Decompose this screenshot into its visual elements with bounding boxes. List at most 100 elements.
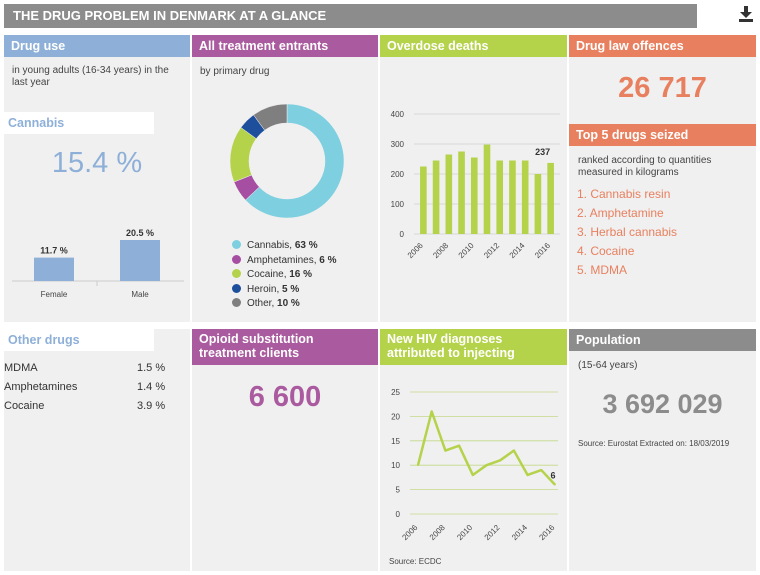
legend-dot <box>232 298 241 307</box>
x-tick-label: 2016 <box>533 241 552 260</box>
data-point <box>444 449 447 452</box>
legend-name: Amphetamines, <box>247 254 320 266</box>
data-point <box>430 410 433 413</box>
population-source: Source: Eurostat Extracted on: 18/03/201… <box>578 439 730 448</box>
bar <box>470 157 478 234</box>
legend-item: Cannabis, 63 % <box>232 240 382 255</box>
bar <box>458 151 465 234</box>
data-point <box>417 464 419 466</box>
treatment-legend: Cannabis, 63 % Amphetamines, 6 % Cocaine, … <box>232 240 382 313</box>
opioid-value: 6 600 <box>248 381 322 413</box>
bar <box>420 166 427 234</box>
legend-dot <box>232 283 241 293</box>
slice <box>245 103 345 219</box>
x-tick-label: 2010 <box>455 523 474 542</box>
legend-item: Heroin, 5 % <box>232 283 382 299</box>
x-tick-label: 2008 <box>431 241 450 260</box>
drug-name: Amphetamines <box>4 381 78 393</box>
legend-name: Heroin, <box>247 283 283 295</box>
population-subtitle: (15-64 years) <box>578 360 638 371</box>
y-tick-label: 25 <box>391 388 400 397</box>
population-panel <box>569 329 756 571</box>
y-tick-label: 400 <box>391 110 405 119</box>
data-label: 237 <box>535 147 550 157</box>
tick-label: Male <box>131 290 149 299</box>
top5-item: 1. Cannabis resin <box>577 187 671 201</box>
drug-name: Cocaine <box>4 400 45 412</box>
data-point <box>458 444 460 447</box>
data-label: 6 <box>550 471 555 481</box>
data-point <box>513 449 515 452</box>
hiv-panel <box>380 329 567 571</box>
treatment-donut-chart <box>229 103 345 219</box>
gender-bar-chart: 11.7 % Female 20.5 % Male <box>12 228 184 299</box>
drug-name: MDMA <box>4 362 38 374</box>
legend-item: Amphetamines, 6 % <box>232 254 382 270</box>
drug-use-header: Drug use <box>4 35 190 57</box>
treatment-panel <box>192 35 378 322</box>
drug-value: 1.5 % <box>137 362 166 374</box>
top5-item: 5. MDMA <box>577 263 628 277</box>
top5-item: 4. Cocaine <box>577 244 635 258</box>
bar <box>432 160 440 234</box>
legend-dot <box>232 269 241 278</box>
opioid-header: Opioid substitution treatment clients <box>192 329 378 365</box>
page-title: THE DRUG PROBLEM IN DENMARK AT A GLANCE <box>13 8 327 23</box>
bar <box>445 154 453 234</box>
legend-pct: 63 % <box>294 240 318 251</box>
top5-subtitle: ranked according to quantities measured … <box>578 155 712 178</box>
x-tick-label: 2012 <box>482 241 501 260</box>
title-bar: THE DRUG PROBLEM IN DENMARK AT A GLANCE <box>4 4 697 28</box>
cannabis-label-box: Cannabis <box>4 112 154 134</box>
data-point <box>485 464 488 466</box>
data-point <box>472 474 474 476</box>
legend-name: Cannabis, <box>247 240 295 251</box>
hiv-source: Source: ECDC <box>389 557 442 566</box>
y-tick-label: 200 <box>391 170 405 179</box>
bar <box>509 160 516 234</box>
y-tick-label: 100 <box>391 200 405 209</box>
data-point <box>540 469 543 471</box>
tick-label: Female <box>41 290 68 299</box>
bar <box>496 160 504 234</box>
bar <box>521 160 529 234</box>
other-drugs-row: MDMA 1.5 % <box>4 362 190 381</box>
y-tick-label: 20 <box>391 412 400 421</box>
legend-pct: 16 % <box>289 269 313 280</box>
top5-item: 3. Herbal cannabis <box>577 225 678 239</box>
legend-item: Other, 10 % <box>232 298 382 313</box>
x-tick-label: 2008 <box>428 523 447 542</box>
data-point <box>554 483 556 486</box>
data-point <box>526 474 529 476</box>
bar <box>547 162 554 234</box>
treatment-header: All treatment entrants <box>192 35 378 57</box>
legend-item: Cocaine, 16 % <box>232 269 382 284</box>
x-tick-label: 2006 <box>400 523 419 542</box>
download-icon[interactable] <box>738 5 754 23</box>
y-tick-label: 15 <box>391 437 400 446</box>
law-header: Drug law offences <box>569 35 756 57</box>
population-value: 3 692 029 <box>602 389 723 419</box>
bar <box>483 144 491 234</box>
cannabis-value: 15.4 % <box>51 147 143 179</box>
x-tick-label: 2010 <box>457 241 476 260</box>
hiv-line-chart: 0 5 10 15 20 25 2006 2008 2010 2012 2014 2016 6 <box>391 388 558 542</box>
series-line <box>416 410 556 486</box>
treatment-subtitle: by primary drug <box>200 66 270 77</box>
other-drugs-panel <box>4 329 190 571</box>
top5-list: 1. Cannabis resin 2. Amphetamine 3. Herb… <box>577 187 677 282</box>
other-drugs-row: Cocaine 3.9 % <box>4 400 190 419</box>
top5-item: 2. Amphetamine <box>577 206 664 220</box>
other-drugs-row: Amphetamines 1.4 % <box>4 381 190 400</box>
opioid-panel <box>192 329 378 571</box>
other-drugs-table: MDMA 1.5 % Amphetamines 1.4 % Cocaine 3.… <box>4 362 190 419</box>
drug-use-subtitle: in young adults (16-34 years) in the las… <box>12 65 169 88</box>
slice <box>253 103 288 131</box>
x-tick-label: 2006 <box>406 241 425 260</box>
overdose-header: Overdose deaths <box>380 35 567 57</box>
bar <box>534 174 542 234</box>
cannabis-label: Cannabis <box>8 116 65 130</box>
other-drugs-header: Other drugs <box>8 333 80 347</box>
y-tick-label: 0 <box>396 510 401 519</box>
y-tick-label: 5 <box>396 486 401 495</box>
